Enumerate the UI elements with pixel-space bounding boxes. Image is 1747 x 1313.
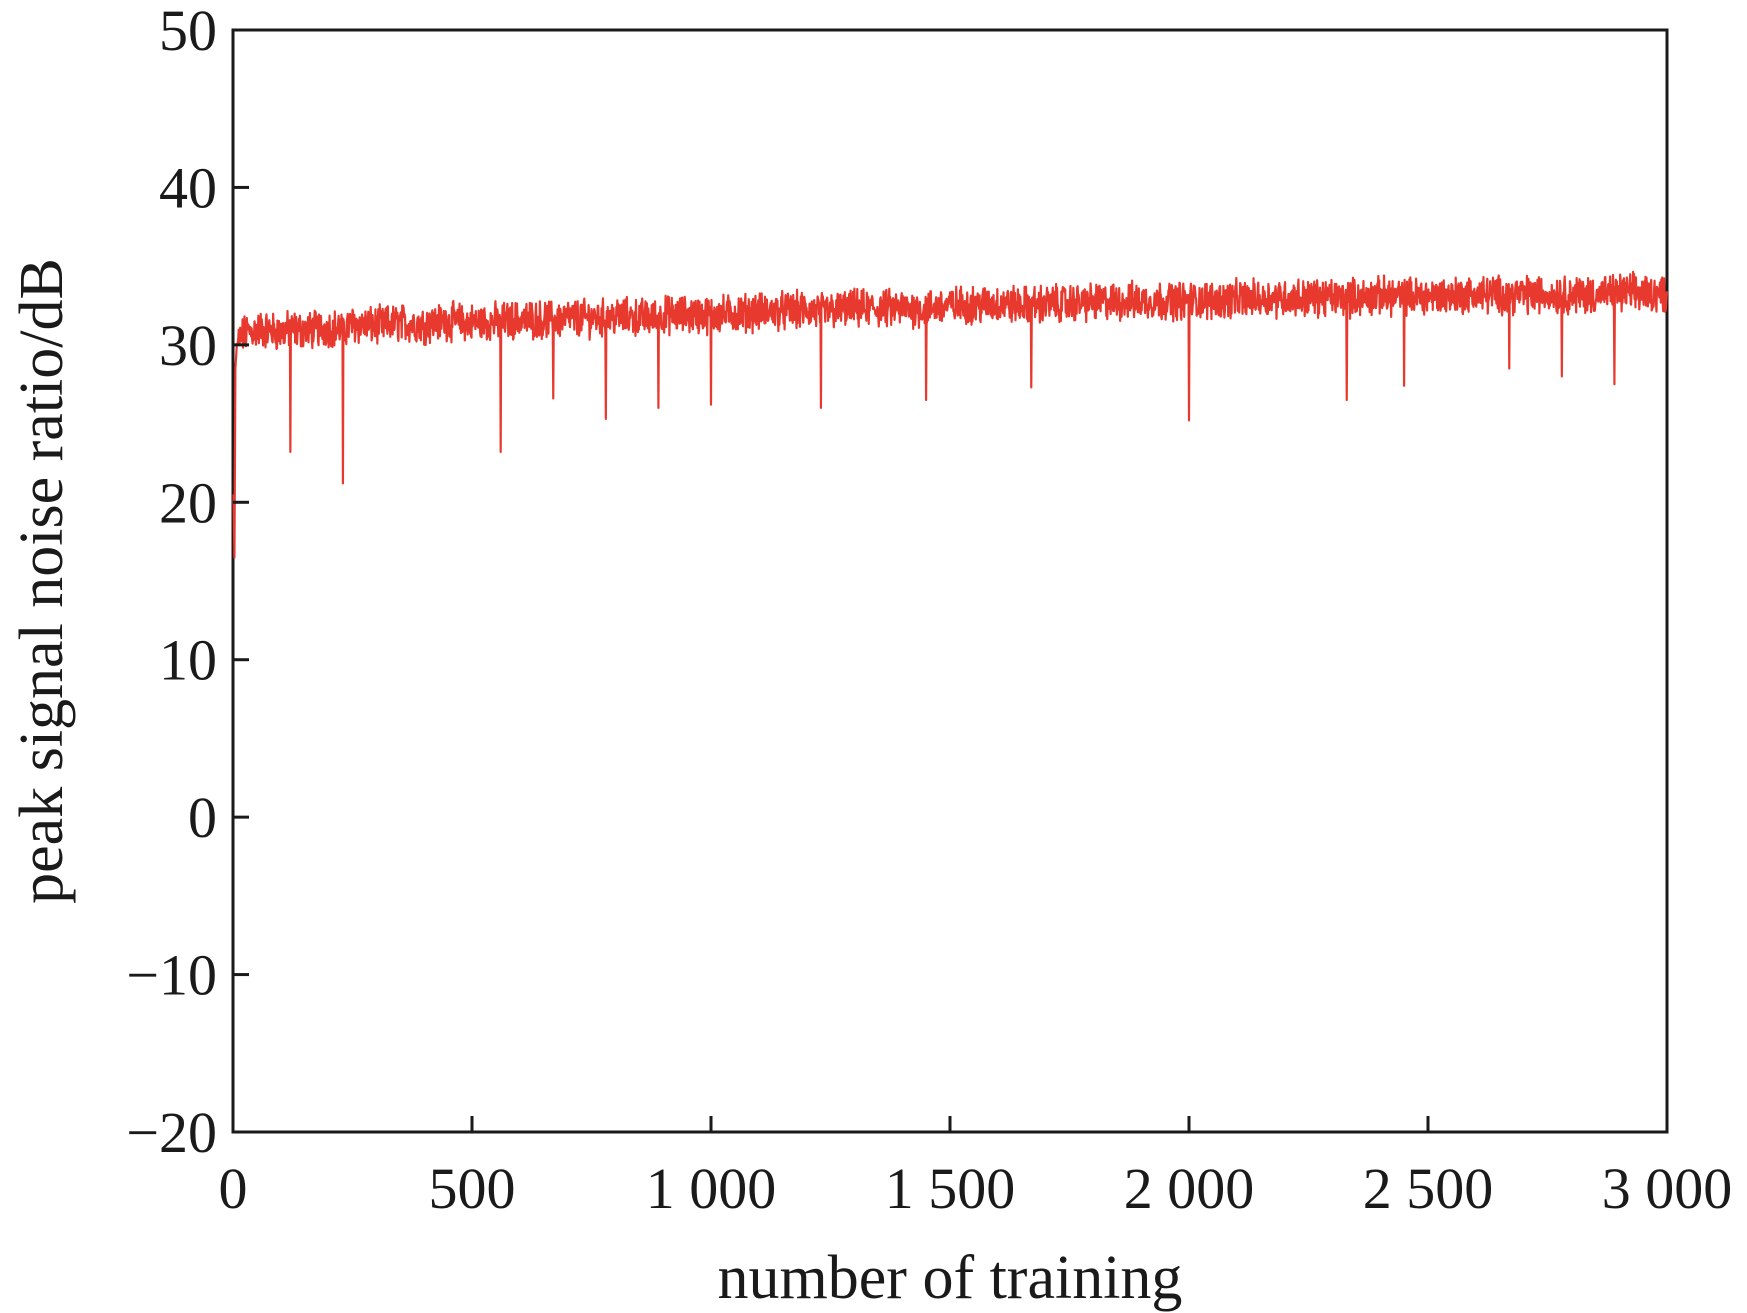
ticks-layer: 0 500 1 000 1 500 2 000 2 500 3 000 −20 −10 0 10 20… — [126, 0, 1732, 1221]
y-tick-label: 40 — [159, 155, 217, 220]
series-line — [232, 270, 1669, 559]
x-tick-label: 3 000 — [1602, 1156, 1733, 1221]
y-tick-label: −10 — [126, 943, 217, 1008]
y-tick-label: 20 — [159, 470, 217, 535]
y-tick-label: −20 — [126, 1100, 217, 1165]
x-tick-label: 2 500 — [1363, 1156, 1494, 1221]
y-axis-title: peak signal noise ratio/dB — [8, 258, 76, 904]
x-tick-label: 500 — [429, 1156, 516, 1221]
y-tick-label: 10 — [159, 628, 217, 693]
y-tick-label: 0 — [188, 785, 217, 850]
plot-frame — [231, 28, 1669, 1134]
y-tick-label: 30 — [159, 313, 217, 378]
x-tick-label: 2 000 — [1124, 1156, 1255, 1221]
plot-area — [231, 28, 1669, 1134]
series-layer — [232, 270, 1669, 559]
x-tick-label: 0 — [219, 1156, 248, 1221]
y-tick-label: 50 — [159, 0, 217, 63]
x-tick-label: 1 500 — [885, 1156, 1016, 1221]
x-tick-label: 1 000 — [646, 1156, 777, 1221]
x-axis-title: number of training — [718, 1244, 1183, 1312]
